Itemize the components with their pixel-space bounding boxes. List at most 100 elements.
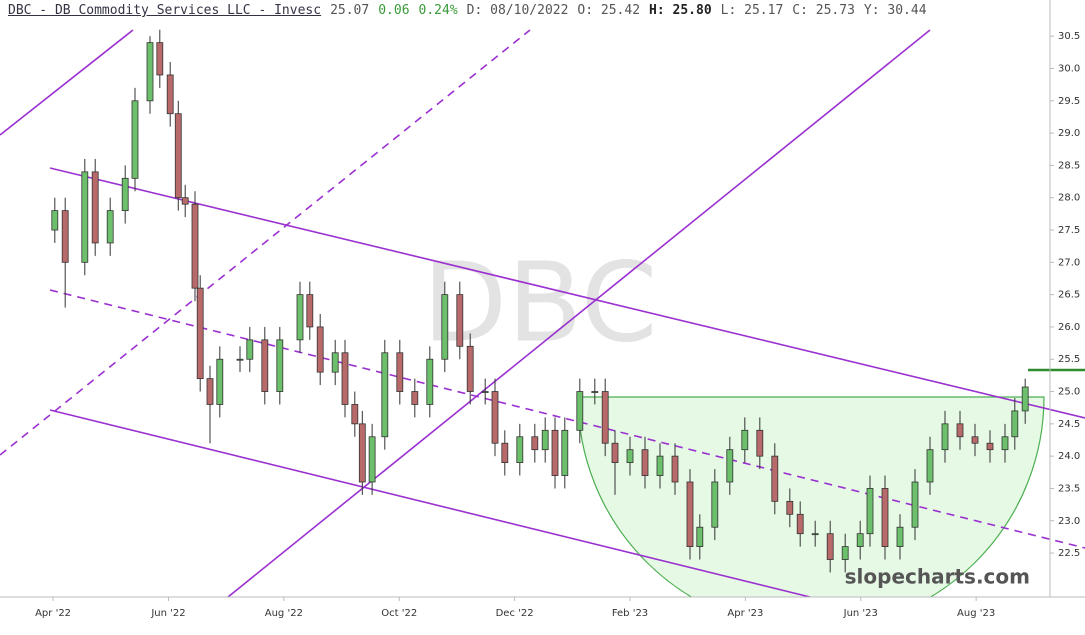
candle-body (741, 429, 749, 451)
candle-body (696, 526, 704, 548)
candle-body (466, 345, 474, 392)
candle-body (796, 513, 804, 535)
candle-body (276, 339, 284, 392)
candle-body (551, 429, 559, 476)
candle-body (396, 352, 404, 392)
candle-body (106, 210, 114, 244)
candle-body (611, 442, 619, 464)
y-tick-label: 24.5 (1058, 419, 1080, 430)
source: slopecharts.com (845, 565, 1030, 589)
y-tick-label: 30.0 (1058, 63, 1080, 74)
candle-body (971, 436, 979, 444)
candle-body (341, 352, 349, 405)
trend-line (227, 29, 931, 597)
x-tick-label: Feb '23 (612, 608, 648, 619)
candle-body (561, 429, 569, 476)
candle-body (726, 449, 734, 483)
candle-body (296, 294, 304, 341)
y-tick-label: 23.5 (1058, 483, 1080, 494)
y-tick-label: 27.5 (1058, 225, 1080, 236)
candle-body (351, 404, 359, 425)
candle-body (626, 449, 634, 464)
candle-body (896, 526, 904, 548)
candle-body (246, 339, 254, 360)
x-tick-label: Apr '22 (35, 608, 71, 619)
x-tick-label: Dec '22 (496, 608, 534, 619)
y-tick-label: 24.0 (1058, 451, 1080, 462)
candle-body (671, 455, 679, 483)
candle-body (411, 391, 419, 405)
change-pct: 0.24% (418, 3, 458, 18)
info-item: H: 25.80 (649, 3, 712, 18)
y-tick-label: 29.5 (1058, 96, 1080, 107)
candle-body (426, 358, 434, 405)
candle-body (121, 177, 129, 212)
candle-body (81, 171, 89, 263)
candle-body (856, 533, 864, 548)
candle-body (368, 436, 376, 483)
x-tick-label: Aug '23 (957, 608, 995, 619)
candle-body (786, 500, 794, 515)
change: 0.06 (378, 3, 410, 18)
info-item: C: 25.73 (792, 3, 855, 18)
candle-body (656, 455, 664, 476)
y-tick-label: 29.0 (1058, 128, 1080, 139)
candle-body (381, 352, 389, 438)
candle-body (441, 294, 449, 360)
trend-line (0, 29, 134, 136)
candle-body (491, 391, 499, 444)
candle-body (986, 442, 994, 451)
candle-body (236, 358, 244, 361)
candle-body (481, 391, 489, 393)
y-tick-label: 25.0 (1058, 387, 1080, 398)
title[interactable]: DBC - DB Commodity Services LLC - Invesc (8, 3, 322, 18)
y-tick-label: 22.5 (1058, 548, 1080, 559)
trend-line (0, 29, 531, 456)
trend-line (49, 167, 1085, 419)
candle-body (756, 429, 764, 457)
info-item: O: 25.42 (577, 3, 641, 18)
trend-line (49, 409, 811, 597)
candle-body (191, 203, 199, 289)
candle-body (91, 171, 99, 244)
candle-body (941, 423, 949, 451)
header: DBC - DB Commodity Services LLC - Invesc… (8, 3, 927, 18)
candle-body (811, 533, 819, 536)
candle-body (686, 481, 694, 548)
y-tick-label: 28.0 (1058, 193, 1080, 204)
candle-body (531, 436, 539, 451)
candle-body (826, 533, 834, 560)
info-item: L: 25.17 (720, 3, 784, 18)
candle-body (216, 358, 224, 405)
candle-body (591, 391, 599, 393)
candle-body (956, 423, 964, 438)
candle-body (881, 488, 889, 548)
candle-body (331, 352, 339, 373)
candle-body (866, 488, 874, 535)
info-item: D: 08/10/2022 (466, 3, 569, 18)
candle-body (456, 294, 464, 347)
candle-body (576, 391, 584, 431)
candle-body (156, 42, 164, 76)
candle-body (316, 326, 324, 373)
candle-body (306, 294, 314, 328)
candle-body (1021, 386, 1029, 412)
x-tick-label: Aug '22 (265, 608, 303, 619)
y-tick-label: 27.0 (1058, 257, 1080, 268)
candle-body (926, 449, 934, 483)
candle-body (1001, 436, 1009, 451)
candle-body (261, 339, 269, 392)
candle-body (131, 100, 139, 179)
candles (51, 29, 1029, 573)
candle-body (174, 113, 182, 199)
cup-shape (577, 396, 1045, 597)
candle-body (61, 210, 69, 263)
y-tick-label: 23.0 (1058, 516, 1080, 527)
x-tick-label: Jun '22 (150, 608, 185, 619)
candle-body (51, 210, 59, 231)
x-tick-label: Oct '22 (381, 608, 417, 619)
candle-body (641, 449, 649, 476)
info-item: Y: 30.44 (863, 3, 927, 18)
